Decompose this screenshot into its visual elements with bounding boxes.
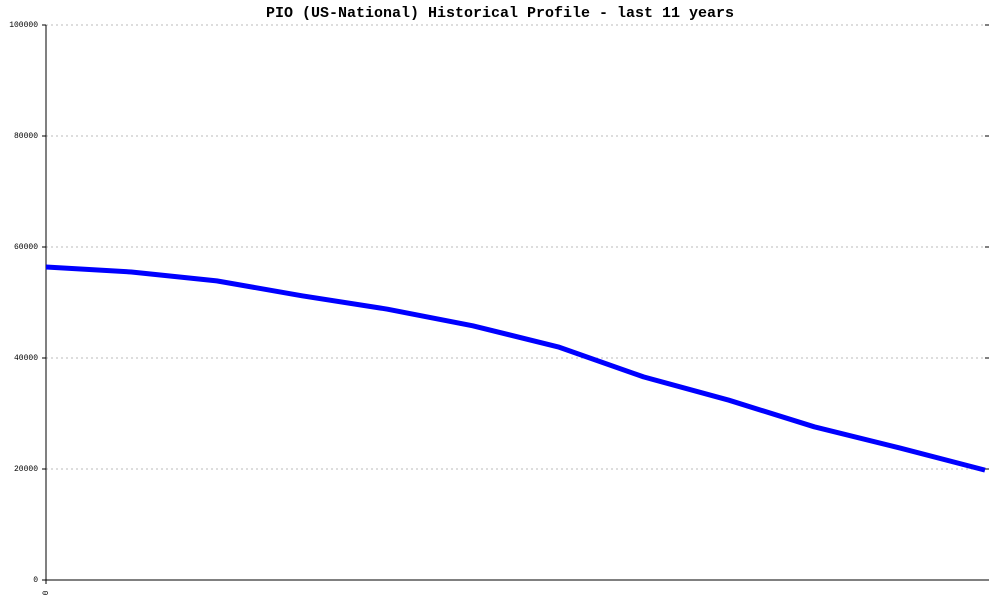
y-tick-label: 100000	[9, 21, 38, 30]
y-tick-label: 40000	[14, 354, 38, 363]
chart-title: PIO (US-National) Historical Profile - l…	[266, 5, 734, 22]
y-tick-label: 80000	[14, 132, 38, 141]
y-tick-label: 60000	[14, 243, 38, 252]
y-tick-label: 20000	[14, 465, 38, 474]
y-tick-label: 0	[33, 576, 38, 585]
x-tick-label: 0	[42, 590, 51, 595]
data-line	[45, 264, 986, 473]
